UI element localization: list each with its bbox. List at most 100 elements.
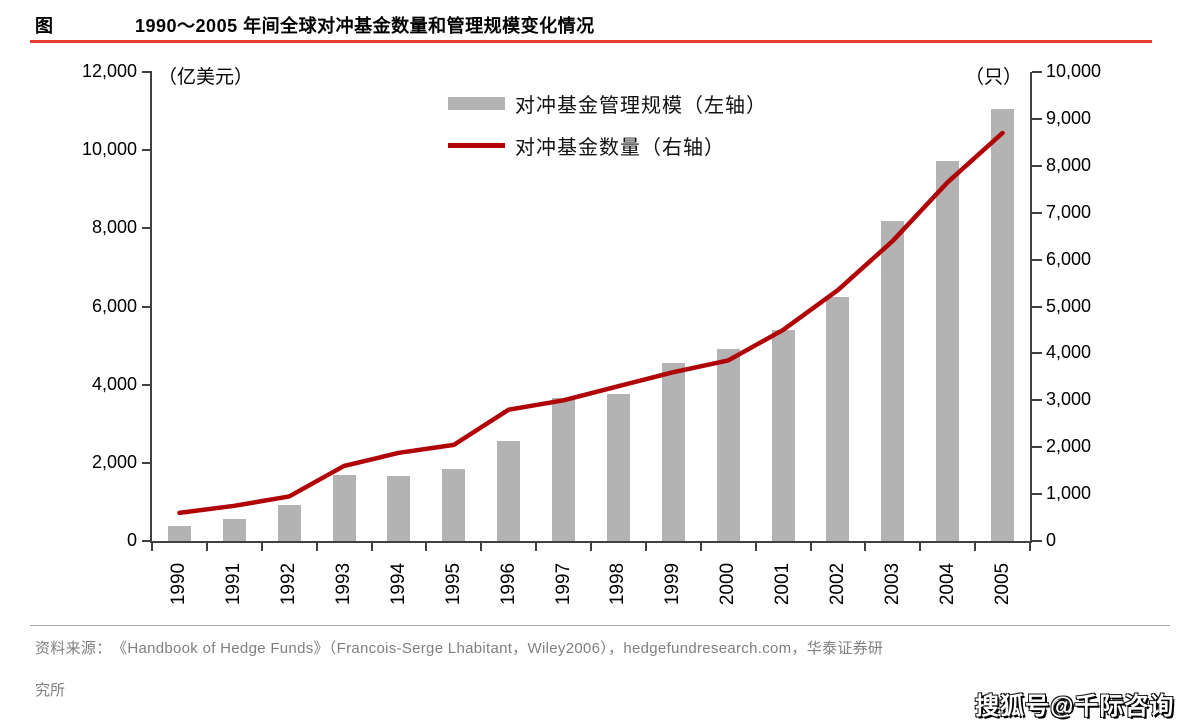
source-label: 资料来源： — [35, 639, 112, 657]
bar-1992 — [277, 504, 301, 541]
x-axis-label-1995: 1995 — [442, 562, 464, 606]
left-axis-unit: （亿美元） — [158, 66, 254, 88]
left-axis-tick — [142, 305, 152, 308]
x-axis-tick — [974, 543, 977, 551]
y-axis-left — [150, 72, 152, 543]
x-axis-label-1997: 1997 — [552, 562, 574, 606]
right-axis-label: 10,000 — [1046, 61, 1102, 81]
legend-item-aum: 对冲基金管理规模（左轴） — [448, 86, 767, 120]
legend-item-count: 对冲基金数量（右轴） — [448, 128, 767, 162]
right-axis-tick — [1032, 446, 1042, 449]
bar-1995 — [442, 468, 466, 541]
bar-1991 — [222, 518, 246, 541]
x-axis-tick — [754, 543, 757, 551]
left-axis-label: 8,000 — [91, 217, 137, 238]
chart-title: 1990～2005 年间全球对冲基金数量和管理规模变化情况 — [135, 16, 595, 36]
right-axis-tick — [1032, 117, 1042, 120]
x-axis-label-2002: 2002 — [826, 562, 848, 606]
bar-1994 — [387, 476, 411, 541]
title-underline — [30, 40, 1152, 43]
left-axis-label: 4,000 — [91, 373, 137, 394]
x-axis-label-1991: 1991 — [223, 562, 245, 606]
x-axis — [150, 541, 1032, 543]
right-axis-tick — [1032, 399, 1042, 402]
source-line: 资料来源： 《Handbook of Hedge Funds》（Francois-… — [35, 637, 883, 658]
right-axis-tick — [1032, 164, 1042, 167]
right-axis-label: 1,000 — [1046, 483, 1092, 504]
x-axis-label-1993: 1993 — [333, 562, 355, 606]
bar-1990 — [167, 526, 191, 541]
fund-count-line — [177, 130, 1005, 516]
bar-2004 — [936, 160, 960, 541]
right-axis-tick — [1032, 258, 1042, 261]
bar-1993 — [332, 475, 356, 541]
x-axis-label-2001: 2001 — [772, 562, 794, 606]
left-axis-tick — [142, 71, 152, 73]
right-axis-tick — [1032, 540, 1042, 542]
x-axis-label-1992: 1992 — [278, 562, 300, 606]
left-axis-tick — [142, 540, 152, 542]
x-axis-tick — [425, 543, 428, 551]
x-axis-label-2005: 2005 — [991, 562, 1013, 606]
right-axis-tick — [1032, 71, 1042, 73]
bar-2002 — [826, 296, 850, 541]
left-axis-tick — [142, 383, 152, 386]
x-axis-tick — [151, 543, 153, 551]
x-axis-label-2004: 2004 — [936, 562, 958, 606]
bar-1996 — [497, 440, 521, 541]
x-axis-tick — [590, 543, 592, 551]
left-axis-tick — [142, 149, 152, 152]
fund-count-line-layer — [177, 130, 1005, 516]
legend-line-swatch-icon — [448, 142, 505, 148]
left-axis-tick — [142, 461, 152, 464]
source-body: 《Handbook of Hedge Funds》（Francois-Serge… — [119, 640, 884, 657]
x-axis-tick — [260, 543, 263, 551]
right-axis-label: 7,000 — [1046, 201, 1092, 222]
right-axis-tick — [1032, 305, 1042, 308]
right-axis-tick — [1032, 493, 1042, 496]
bar-1997 — [552, 397, 576, 541]
right-axis-label: 3,000 — [1046, 389, 1092, 410]
x-axis-label-1996: 1996 — [497, 562, 519, 606]
x-axis-tick — [315, 543, 318, 551]
left-axis-label: 10,000 — [81, 139, 137, 160]
bar-2003 — [881, 220, 905, 541]
x-axis-tick — [370, 543, 373, 551]
x-axis-label-1990: 1990 — [168, 562, 190, 606]
source-line-2: 究所 — [35, 681, 66, 699]
bar-1998 — [606, 394, 630, 541]
left-axis-tick — [142, 227, 152, 230]
right-axis-label: 8,000 — [1046, 154, 1092, 175]
x-axis-tick — [480, 543, 483, 551]
right-axis-unit: （只） — [964, 66, 1022, 88]
x-axis-tick — [919, 543, 922, 551]
right-axis-label: 0 — [1046, 530, 1057, 550]
footer-divider — [30, 625, 1170, 626]
x-axis-label-2003: 2003 — [881, 562, 903, 606]
left-axis-label: 6,000 — [91, 295, 137, 316]
figure-tag: 图 — [35, 16, 53, 36]
x-axis-tick — [699, 543, 702, 551]
right-axis-tick — [1032, 211, 1042, 214]
x-axis-label-1999: 1999 — [662, 562, 684, 606]
right-axis-label: 6,000 — [1046, 248, 1092, 269]
legend-bar-swatch-icon — [448, 96, 505, 110]
bar-2005 — [991, 109, 1015, 541]
left-axis-label: 0 — [126, 530, 137, 550]
right-axis-label: 2,000 — [1046, 436, 1092, 457]
x-axis-label-1998: 1998 — [607, 562, 629, 606]
x-axis-tick — [864, 543, 867, 551]
right-axis-tick — [1032, 352, 1042, 355]
x-axis-tick — [644, 543, 647, 551]
bar-1999 — [661, 362, 685, 541]
x-axis-label-1994: 1994 — [387, 562, 409, 606]
x-axis-tick — [1029, 543, 1031, 551]
right-axis-label: 4,000 — [1046, 342, 1092, 363]
x-axis-tick — [809, 543, 812, 551]
bar-2000 — [716, 349, 740, 541]
bar-2001 — [771, 330, 795, 541]
x-axis-tick — [205, 543, 208, 551]
watermark: 搜狐号@千际咨询 — [975, 693, 1175, 720]
